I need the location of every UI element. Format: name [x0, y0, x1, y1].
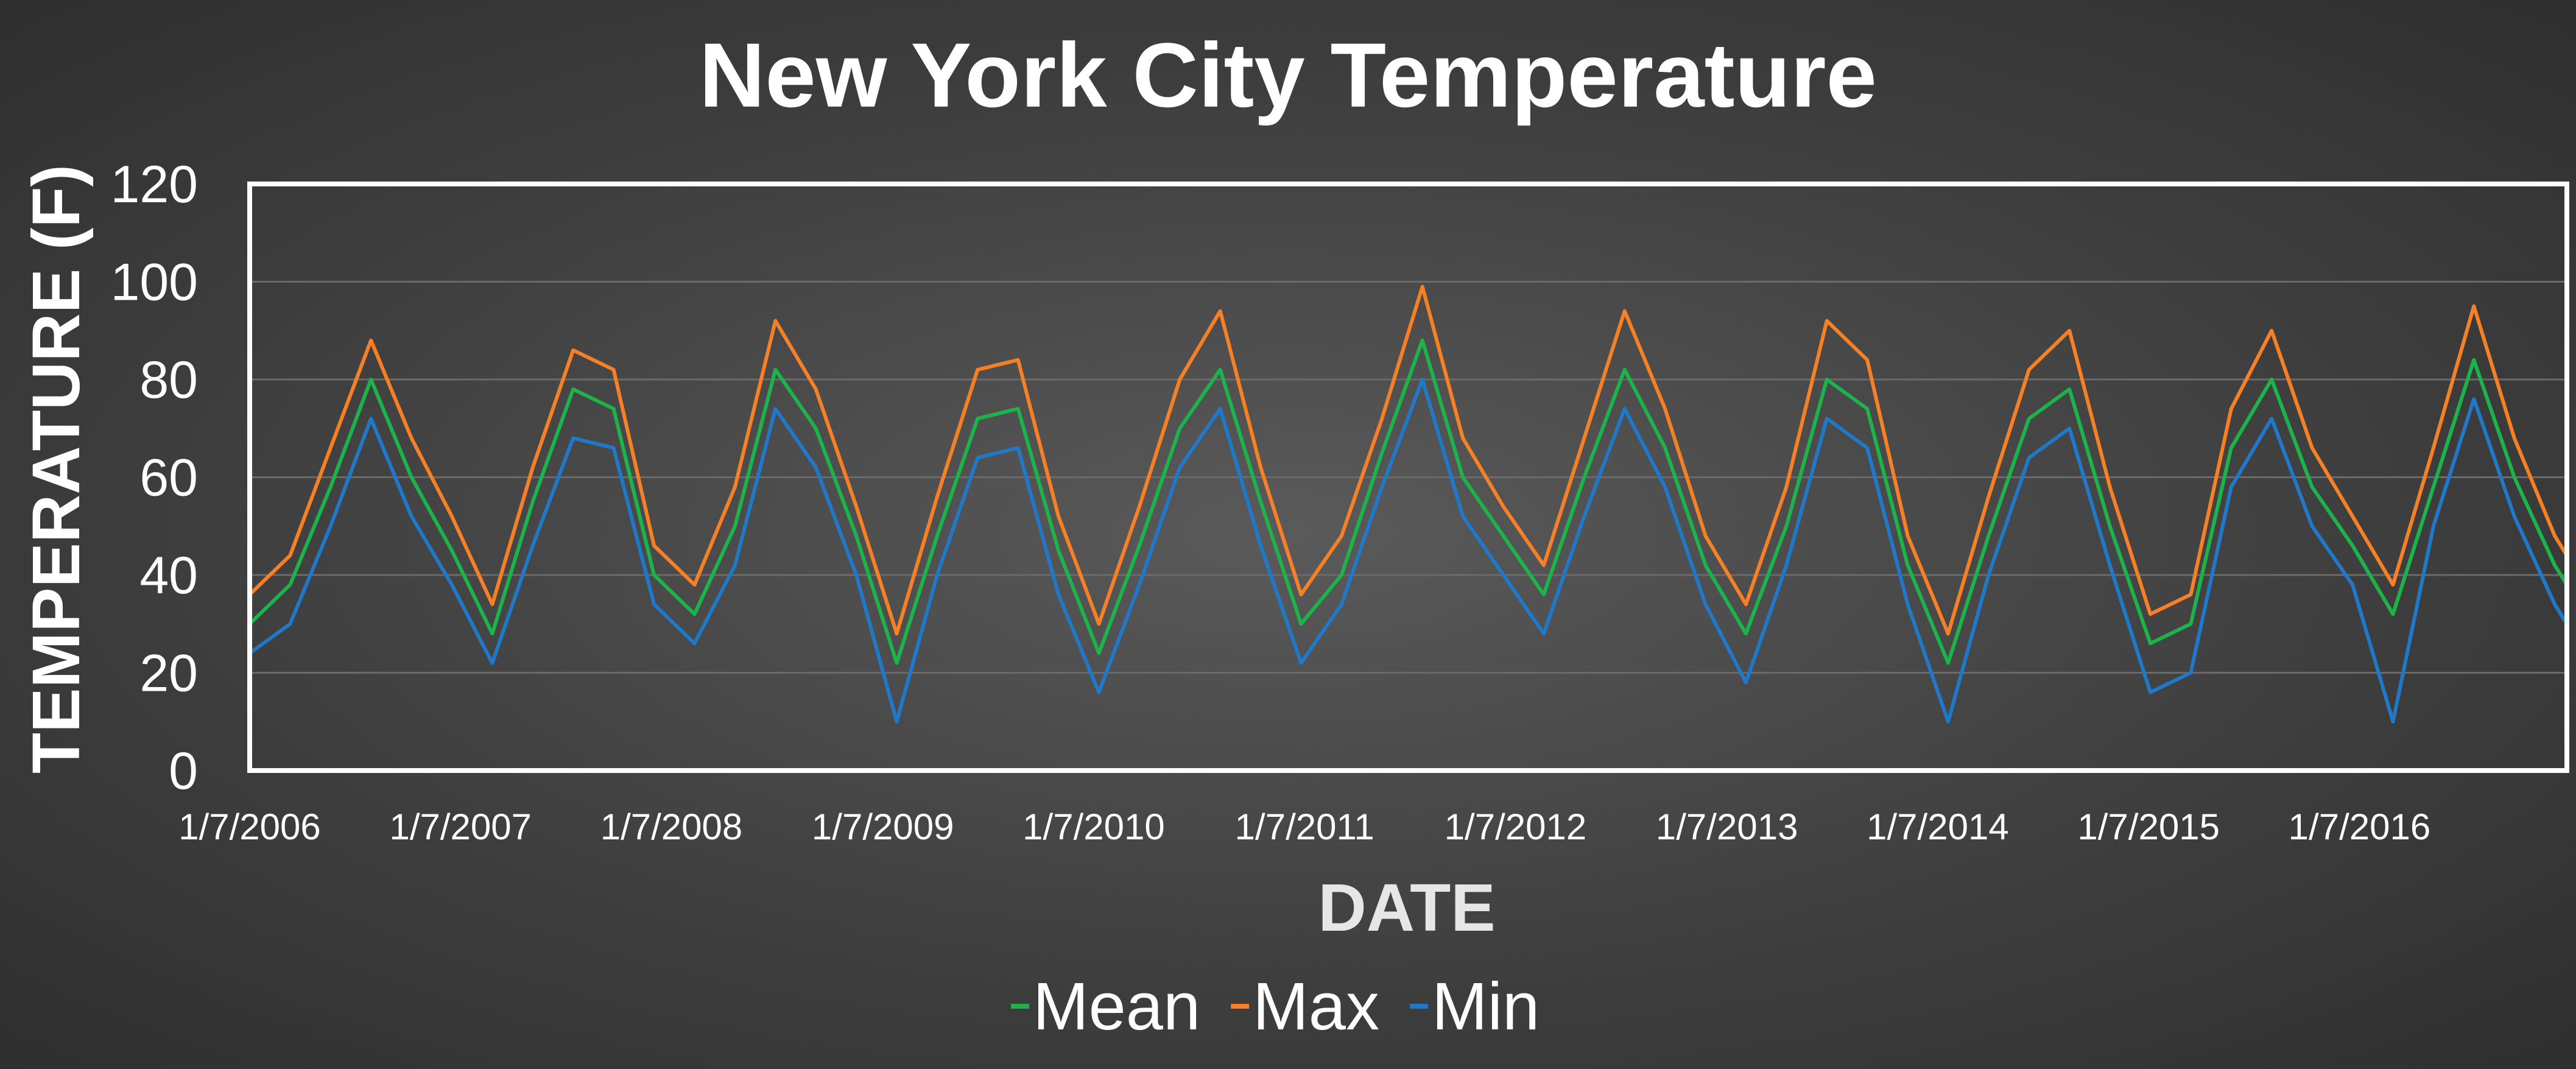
y-tick-label: 0: [169, 742, 198, 800]
y-axis-label: TEMPERATURE (F): [19, 164, 94, 774]
series-line-min: [248, 378, 2569, 724]
x-tick-label: 1/7/2015: [2077, 806, 2220, 847]
y-tick-label: 20: [139, 644, 198, 703]
x-tick-label: 1/7/2014: [1867, 806, 2009, 847]
y-axis-ticks: 0 20 40 60 80 100 120: [111, 155, 199, 800]
gridlines: [250, 281, 2567, 674]
legend-label-max: Max: [1253, 969, 1379, 1044]
x-tick-label: 1/7/2006: [178, 806, 321, 847]
plot-area: [247, 182, 2569, 773]
y-tick-label: 60: [139, 449, 198, 507]
x-tick-label: 1/7/2010: [1022, 806, 1165, 847]
y-tick-label: 100: [111, 253, 199, 312]
x-tick-label: 1/7/2011: [1235, 806, 1374, 847]
x-tick-label: 1/7/2008: [600, 806, 743, 847]
x-tick-label: 1/7/2007: [389, 806, 532, 847]
legend-label-min: Min: [1432, 969, 1540, 1044]
series-line-max: [248, 284, 2569, 636]
y-tick-label: 80: [139, 351, 198, 409]
series-lines: [248, 284, 2569, 724]
series-line-mean: [248, 338, 2569, 665]
x-tick-label: 1/7/2009: [812, 806, 954, 847]
legend: Mean Max Min: [1011, 969, 1540, 1044]
x-tick-label: 1/7/2012: [1445, 806, 1587, 847]
y-tick-label: 120: [111, 155, 199, 214]
y-tick-label: 40: [139, 546, 198, 605]
x-axis-ticks: 1/7/2006 1/7/2007 1/7/2008 1/7/2009 1/7/2010…: [178, 806, 2430, 847]
x-axis-label: DATE: [1318, 870, 1495, 945]
chart-title: New York City Temperature: [699, 24, 1877, 126]
x-tick-label: 1/7/2013: [1656, 806, 1798, 847]
x-tick-label: 1/7/2016: [2289, 806, 2431, 847]
legend-label-mean: Mean: [1033, 969, 1200, 1044]
